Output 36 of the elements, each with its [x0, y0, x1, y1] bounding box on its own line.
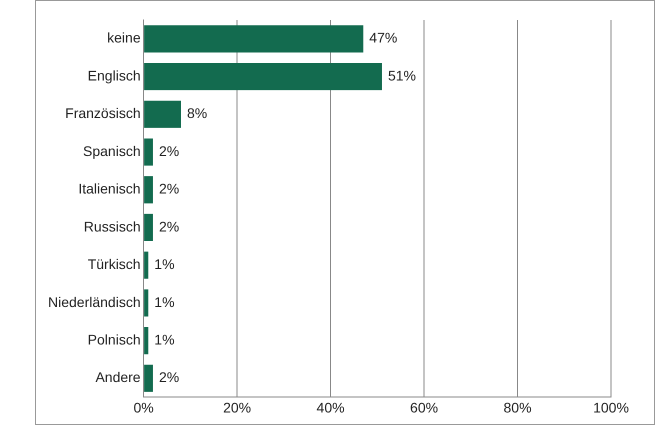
- data-label: 1%: [154, 331, 175, 348]
- y-tick-label: Andere: [95, 369, 141, 386]
- x-tick-label: 100%: [593, 399, 629, 416]
- y-tick-label: Englisch: [88, 67, 141, 84]
- y-tick-label: Polnisch: [88, 331, 141, 348]
- data-label: 8%: [187, 105, 208, 122]
- y-tick-label: Russisch: [84, 218, 141, 234]
- x-tick-label: 60%: [410, 399, 438, 416]
- bar: [144, 25, 364, 52]
- x-tick-label: 0%: [133, 399, 154, 416]
- data-label: 2%: [158, 218, 180, 234]
- data-label: 51%: [388, 67, 416, 84]
- y-tick-label: Türkisch: [88, 256, 141, 272]
- y-tick-label: keine: [107, 30, 141, 46]
- y-tick-label: Spanisch: [83, 142, 141, 159]
- data-label: 1%: [154, 294, 175, 310]
- x-tick-label: 80%: [504, 399, 532, 416]
- bar: [144, 289, 148, 316]
- bar: [144, 327, 148, 354]
- bar: [144, 364, 153, 392]
- y-tick-label: Niederländisch: [48, 294, 141, 310]
- x-tick-label: 20%: [223, 399, 252, 416]
- data-label: 2%: [158, 180, 180, 197]
- bar: [144, 138, 153, 166]
- data-label: 2%: [158, 142, 180, 159]
- bar: [144, 176, 153, 204]
- bar: [144, 214, 153, 242]
- x-tick-label: 40%: [316, 399, 345, 416]
- bar: [144, 100, 181, 128]
- data-label: 47%: [369, 30, 398, 46]
- y-tick-label: Französisch: [65, 105, 141, 122]
- data-label: 1%: [154, 256, 175, 272]
- bar: [144, 252, 148, 279]
- data-label: 2%: [158, 369, 180, 386]
- y-tick-label: Italienisch: [78, 180, 141, 197]
- bar: [144, 63, 382, 90]
